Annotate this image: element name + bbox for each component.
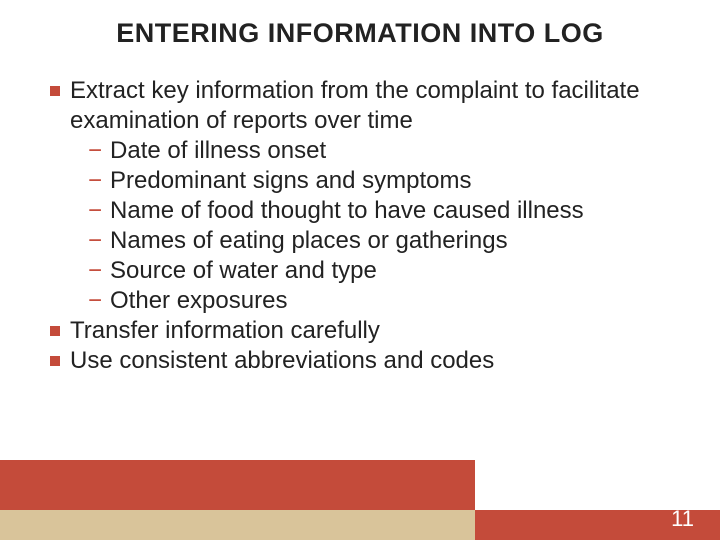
sub-bullet-item: − Other exposures [88,286,670,316]
slide-footer: 11 [0,460,720,540]
page-number: 11 [671,506,694,532]
square-bullet-icon [50,86,60,96]
sub-bullet-item: − Date of illness onset [88,136,670,166]
square-bullet-icon [50,326,60,336]
sub-bullet-text: Names of eating places or gatherings [110,226,508,256]
bullet-item: Use consistent abbreviations and codes [50,346,670,376]
sub-bullet-text: Source of water and type [110,256,377,286]
sub-bullet-text: Other exposures [110,286,287,316]
footer-band-white-right [475,460,720,510]
sub-bullet-item: − Source of water and type [88,256,670,286]
bullet-text: Use consistent abbreviations and codes [70,346,670,376]
dash-icon: − [88,136,102,166]
sub-bullet-item: − Names of eating places or gatherings [88,226,670,256]
sub-bullet-text: Predominant signs and symptoms [110,166,472,196]
bullet-item: Extract key information from the complai… [50,76,670,136]
bullet-item: Transfer information carefully [50,316,670,346]
dash-icon: − [88,286,102,316]
bullet-text: Extract key information from the complai… [70,76,670,136]
slide-body: Extract key information from the complai… [50,76,670,376]
sub-bullet-text: Date of illness onset [110,136,326,166]
sub-bullet-item: − Predominant signs and symptoms [88,166,670,196]
sub-bullet-text: Name of food thought to have caused illn… [110,196,584,226]
footer-band-tan-left [0,510,475,540]
square-bullet-icon [50,356,60,366]
dash-icon: − [88,256,102,286]
dash-icon: − [88,226,102,256]
slide-title: ENTERING INFORMATION INTO LOG [0,18,720,49]
sub-bullet-item: − Name of food thought to have caused il… [88,196,670,226]
slide: ENTERING INFORMATION INTO LOG Extract ke… [0,0,720,540]
bullet-text: Transfer information carefully [70,316,670,346]
footer-band-red-left [0,460,475,510]
sub-bullet-list: − Date of illness onset − Predominant si… [88,136,670,316]
dash-icon: − [88,196,102,226]
dash-icon: − [88,166,102,196]
